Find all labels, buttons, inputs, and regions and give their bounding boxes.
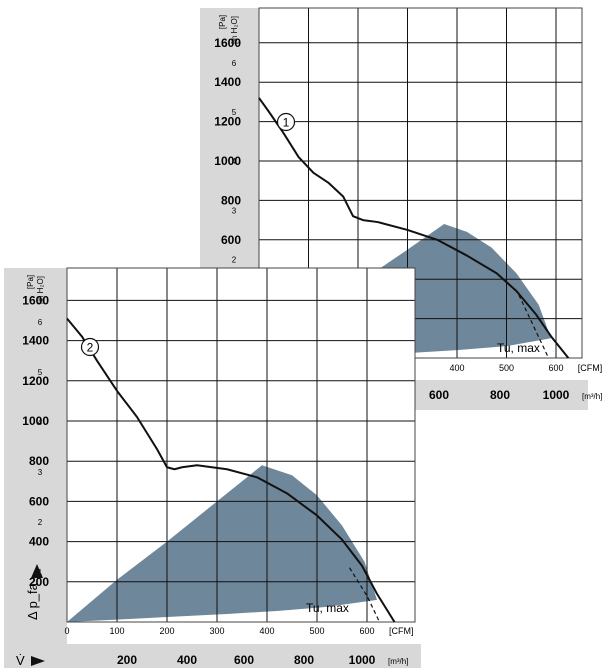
- y-tick-label-inh2o: 3: [232, 206, 237, 215]
- cfm-tick-strip: [67, 622, 421, 644]
- operating-area: [67, 465, 377, 622]
- y-tick-label-pa: 800: [221, 193, 241, 207]
- plot-frame: [66, 267, 416, 623]
- y-tick-label-inh2o: 6: [38, 318, 43, 327]
- y-tick-label-inh2o: 5: [38, 368, 43, 377]
- x-tick-label-m3h: 1000: [543, 388, 570, 402]
- x-axis-label: V̇: [16, 653, 25, 668]
- chart-fan-2: 2Tu, max20040060080010001200140016001234…: [4, 267, 421, 668]
- y-tick-label-pa: 1200: [22, 374, 49, 388]
- y-tick-label-pa: 1000: [214, 154, 241, 168]
- y-tick-label-pa: 1400: [22, 334, 49, 348]
- y-tick-label-pa: 600: [221, 233, 241, 247]
- x-tick-label-m3h: 800: [294, 653, 314, 667]
- y-tick-label-pa: 400: [29, 535, 49, 549]
- x-tick-label-m3h: 400: [177, 653, 197, 667]
- plot-frame: [258, 7, 583, 359]
- x-tick-label-cfm: 200: [159, 626, 174, 636]
- y-unit-pa: [Pa]: [218, 15, 227, 29]
- x-tick-label-cfm: 500: [309, 626, 324, 636]
- y-tick-label-pa: 200: [29, 575, 49, 589]
- curve-line: [258, 97, 570, 359]
- x-tick-label-m3h: 1000: [349, 653, 376, 667]
- y-tick-label-pa: 800: [29, 454, 49, 468]
- y-tick-label-pa: 1600: [22, 293, 49, 307]
- curve-marker-label: 2: [87, 341, 94, 355]
- annotation-tu-max: Tu, max: [497, 341, 540, 355]
- y-tick-label-inh2o: 2: [38, 518, 43, 527]
- annotation-tu-max: Tu, max: [306, 601, 349, 615]
- x-tick-label-m3h: 600: [429, 388, 449, 402]
- x-tick-label-m3h: 800: [490, 388, 510, 402]
- x-unit-m3h: [m³/h]: [388, 657, 408, 666]
- y-axis-arrow-icon: [31, 564, 43, 578]
- curve-marker: [276, 112, 296, 132]
- x-tick-label-m3h: 200: [117, 653, 137, 667]
- x-unit-m3h: [m³/h]: [582, 392, 602, 401]
- x-unit-cfm: [CFM]: [578, 363, 603, 373]
- y-axis-band: [4, 268, 67, 668]
- x-unit-cfm: [CFM]: [389, 626, 414, 636]
- x-tick-label-cfm: 400: [449, 363, 464, 373]
- y-axis-label: Δ p_fa: [25, 582, 40, 620]
- x-tick-label-cfm: 0: [64, 626, 69, 636]
- y-tick-label-pa: 1200: [214, 115, 241, 129]
- y-tick-label-inh2o: 4: [38, 418, 43, 427]
- x-tick-label-cfm: 600: [359, 626, 374, 636]
- y-tick-label-pa: 1000: [22, 414, 49, 428]
- tu-max-line: [348, 567, 381, 623]
- x-tick-label-cfm: 600: [548, 363, 563, 373]
- x-tick-label-cfm: 300: [209, 626, 224, 636]
- curve-marker: [80, 337, 100, 357]
- y-unit-inh2o: [in H₂O]: [36, 276, 45, 304]
- y-tick-label-pa: 600: [29, 494, 49, 508]
- y-unit-pa: [Pa]: [26, 275, 35, 289]
- tu-max-line: [518, 294, 550, 359]
- x-axis-arrow-icon: [31, 656, 45, 666]
- x-tick-label-cfm: 500: [499, 363, 514, 373]
- x-tick-label-cfm: 100: [109, 626, 124, 636]
- curve-marker-label: 1: [283, 116, 290, 130]
- y-tick-label-inh2o: 2: [232, 256, 237, 265]
- x-tick-label-cfm: 400: [259, 626, 274, 636]
- y-tick-label-pa: 1400: [214, 75, 241, 89]
- x-tick-label-m3h: 600: [234, 653, 254, 667]
- y-tick-label-inh2o: 4: [232, 157, 237, 166]
- y-tick-label-inh2o: 3: [38, 468, 43, 477]
- y-tick-label-inh2o: 5: [232, 108, 237, 117]
- y-tick-label-inh2o: 6: [232, 59, 237, 68]
- curve-line: [66, 317, 396, 623]
- y-unit-inh2o: [in H₂O]: [230, 16, 239, 44]
- y-tick-label-pa: 1600: [214, 36, 241, 50]
